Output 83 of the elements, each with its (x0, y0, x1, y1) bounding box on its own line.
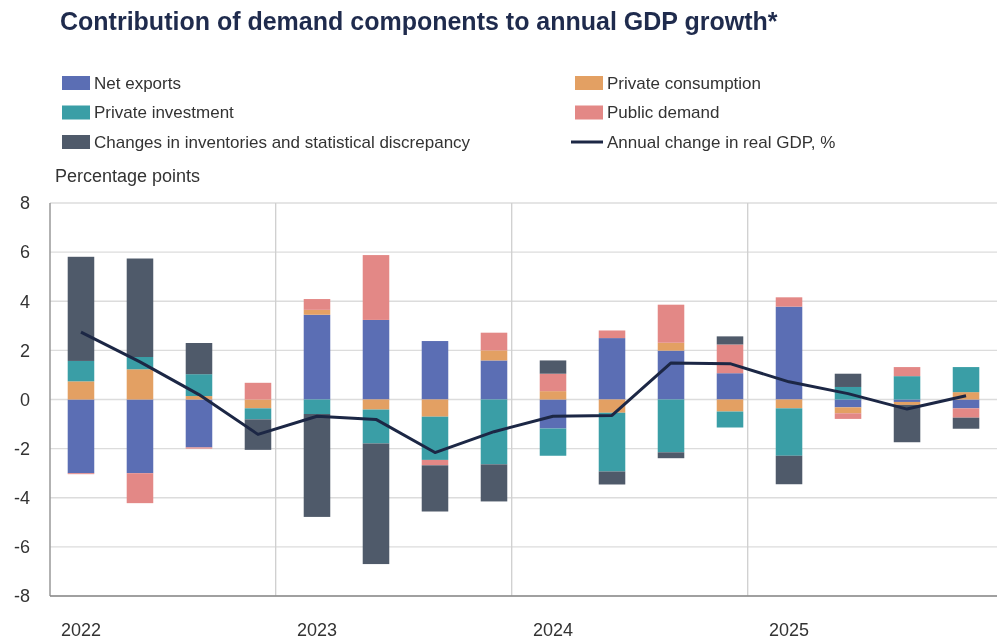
y-axis-title: Percentage points (55, 166, 201, 186)
bar (952, 408, 980, 418)
bar (775, 306, 803, 400)
bar (480, 332, 508, 351)
bar (657, 304, 685, 343)
bar (362, 319, 390, 400)
y-tick-label: -2 (13, 438, 30, 459)
bar (67, 360, 95, 382)
line-series (79, 330, 968, 455)
bar (362, 399, 390, 410)
bar (657, 452, 685, 459)
bar (834, 407, 862, 414)
bar (598, 338, 626, 400)
bar (185, 399, 213, 448)
bar (362, 443, 390, 565)
bar (775, 455, 803, 485)
bar (480, 350, 508, 361)
legend-label: Public demand (607, 103, 720, 123)
legend-label: Private investment (94, 103, 235, 123)
bar (303, 314, 331, 400)
y-tick-label: -8 (13, 586, 30, 607)
bar (716, 399, 744, 412)
bar (362, 255, 390, 320)
bar (480, 464, 508, 502)
y-tick-label: 0 (19, 389, 30, 410)
bar (421, 416, 449, 460)
bar (303, 309, 331, 315)
bar (185, 374, 213, 397)
bar (480, 399, 508, 465)
bar (657, 399, 685, 453)
bar (952, 417, 980, 429)
bar (126, 399, 154, 474)
bar (598, 471, 626, 485)
bar (775, 408, 803, 456)
bar (67, 399, 95, 474)
bar (893, 367, 921, 377)
legend-label: Annual change in real GDP, % (607, 132, 836, 152)
y-tick-label: 6 (19, 242, 30, 263)
y-tick-label: 2 (19, 340, 30, 361)
y-tick-label: 8 (19, 193, 30, 214)
x-tick-label: 2024 (532, 620, 574, 641)
bar (67, 256, 95, 361)
bar (716, 411, 744, 428)
bar (539, 360, 567, 374)
bar (126, 258, 154, 358)
y-tick-label: -6 (13, 537, 30, 558)
legend-label: Net exports (94, 73, 181, 93)
bar (598, 330, 626, 339)
x-tick-label: 2022 (60, 620, 101, 641)
bar (952, 367, 980, 393)
legend-label: Changes in inventories and statistical discrepancy (94, 132, 471, 152)
bar (716, 336, 744, 345)
bar (421, 459, 449, 466)
bar (421, 399, 449, 417)
bar (539, 428, 567, 456)
bar (126, 473, 154, 504)
bar (244, 382, 272, 400)
bar (539, 391, 567, 400)
bar (421, 465, 449, 512)
bar (834, 373, 862, 387)
x-tick-label: 2023 (296, 620, 338, 641)
chart-title: Contribution of demand components to annual GDP growth* (60, 7, 778, 35)
bar (893, 376, 921, 400)
bar (244, 408, 272, 420)
bar (598, 412, 626, 472)
bar (185, 343, 213, 375)
bar (539, 373, 567, 392)
bar (775, 297, 803, 307)
legend-label: Private consumption (607, 73, 762, 93)
bar (480, 360, 508, 400)
bar (126, 369, 154, 400)
y-tick-label: 4 (19, 291, 30, 312)
x-tick-label: 2025 (768, 620, 810, 641)
bar (657, 350, 685, 400)
bar (421, 341, 449, 400)
bar (716, 373, 744, 400)
bar (303, 299, 331, 310)
y-tick-label: -4 (13, 488, 30, 509)
bar (657, 342, 685, 351)
bar (834, 413, 862, 419)
bar (303, 413, 331, 517)
bar (67, 381, 95, 400)
bar (303, 399, 331, 414)
